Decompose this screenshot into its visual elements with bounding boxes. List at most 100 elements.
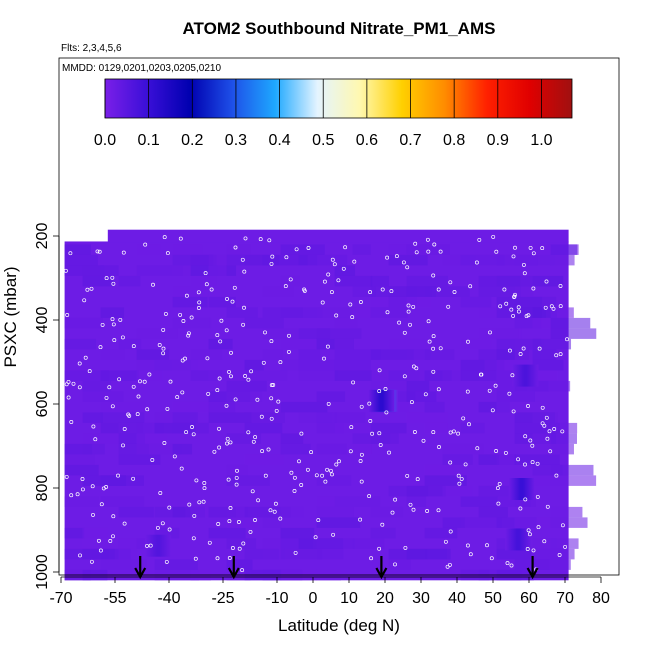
sample-point — [65, 313, 70, 317]
heatmap-cell — [514, 296, 557, 308]
heatmap-cell — [190, 359, 210, 371]
sample-point — [269, 396, 274, 401]
sample-point — [314, 473, 319, 478]
sample-point — [448, 529, 453, 534]
sample-point — [325, 467, 330, 472]
sample-point — [540, 405, 545, 410]
sample-point — [85, 287, 90, 292]
heatmap-cell — [532, 317, 562, 329]
sample-point — [226, 477, 231, 482]
heatmap-cell — [424, 422, 448, 434]
sample-point — [250, 489, 255, 494]
sample-point — [224, 403, 229, 408]
heatmap-cell — [532, 433, 552, 444]
heatmap-cell — [352, 538, 385, 549]
heatmap-cell — [136, 328, 178, 339]
heatmap-cell — [136, 359, 172, 371]
heatmap-cell — [370, 527, 396, 539]
heatmap-cell — [280, 244, 325, 255]
sample-point — [431, 346, 436, 351]
sample-point — [415, 477, 420, 482]
heatmap-cell — [154, 527, 180, 539]
sample-point — [117, 377, 122, 382]
sample-point — [255, 397, 260, 402]
sample-point — [122, 427, 127, 431]
sample-point — [549, 304, 554, 309]
sample-point — [563, 544, 568, 549]
flights-label: Flts: 2,3,4,5,6 — [61, 43, 122, 54]
sample-point — [408, 322, 412, 327]
heatmap-cell — [550, 244, 578, 255]
heatmap-cell — [514, 254, 555, 266]
heatmap-cell — [298, 370, 338, 381]
sample-point — [350, 315, 355, 320]
heatmap-cell — [280, 338, 317, 350]
heatmap-region-upper — [107, 229, 569, 243]
heatmap-cell — [280, 307, 323, 318]
sample-point — [402, 374, 407, 379]
sample-point — [289, 470, 294, 475]
sample-point — [359, 404, 364, 409]
x-tick-label: -55 — [103, 590, 126, 607]
heatmap-cell — [370, 422, 407, 434]
sample-point — [178, 312, 183, 317]
sample-point — [540, 246, 545, 251]
sample-point — [248, 529, 253, 534]
sample-point — [288, 277, 293, 282]
heatmap-cell — [514, 307, 546, 318]
heatmap-cell — [532, 475, 556, 486]
heatmap-cell — [226, 433, 262, 444]
sample-point — [194, 478, 199, 483]
heatmap-cell — [82, 538, 119, 549]
sample-point — [526, 404, 530, 408]
x-tick-label: 60 — [520, 590, 538, 607]
heatmap-cell — [100, 265, 119, 276]
sample-point — [511, 409, 516, 414]
sample-point — [270, 254, 275, 259]
heatmap-cell — [550, 254, 575, 266]
heatmap-cell — [208, 412, 252, 423]
sample-point — [326, 401, 331, 406]
sample-point — [91, 512, 95, 517]
sample-point — [511, 254, 516, 259]
sample-point — [217, 445, 222, 450]
colorbar-gradient — [104, 78, 573, 119]
heatmap-cell — [460, 296, 492, 308]
sample-point — [269, 416, 274, 421]
sample-point — [163, 311, 168, 316]
sample-point — [359, 479, 364, 484]
heatmap-cell — [298, 359, 336, 371]
heatmap-cell — [280, 548, 323, 560]
sample-point — [411, 364, 416, 369]
sample-point — [273, 501, 278, 506]
heatmap-hotspot — [512, 364, 539, 387]
heatmap-cell — [370, 433, 399, 444]
sample-point — [91, 424, 96, 429]
sample-point — [66, 379, 71, 384]
sample-point — [305, 467, 310, 472]
heatmap-cell — [424, 464, 454, 476]
sample-point — [547, 429, 552, 434]
sample-point — [180, 358, 185, 363]
heatmap-cell — [532, 370, 558, 381]
heatmap-cell — [100, 401, 146, 413]
sample-point — [235, 468, 239, 473]
sample-point — [431, 369, 436, 374]
sample-point — [425, 237, 430, 242]
sample-point — [378, 443, 383, 447]
sample-point — [518, 352, 523, 356]
heatmap-cell — [334, 338, 354, 350]
sample-point — [78, 553, 82, 558]
sample-point — [507, 348, 512, 353]
heatmap-cell — [442, 517, 465, 528]
heatmap-cell — [316, 443, 347, 455]
heatmap-cell — [316, 254, 348, 266]
sample-point — [165, 406, 170, 411]
sample-point — [330, 472, 334, 477]
sample-point — [512, 294, 517, 299]
sample-point — [219, 318, 224, 323]
sample-point — [237, 546, 242, 551]
heatmap-cell — [244, 422, 283, 434]
sample-point — [232, 285, 237, 290]
heatmap-cell — [532, 464, 563, 476]
